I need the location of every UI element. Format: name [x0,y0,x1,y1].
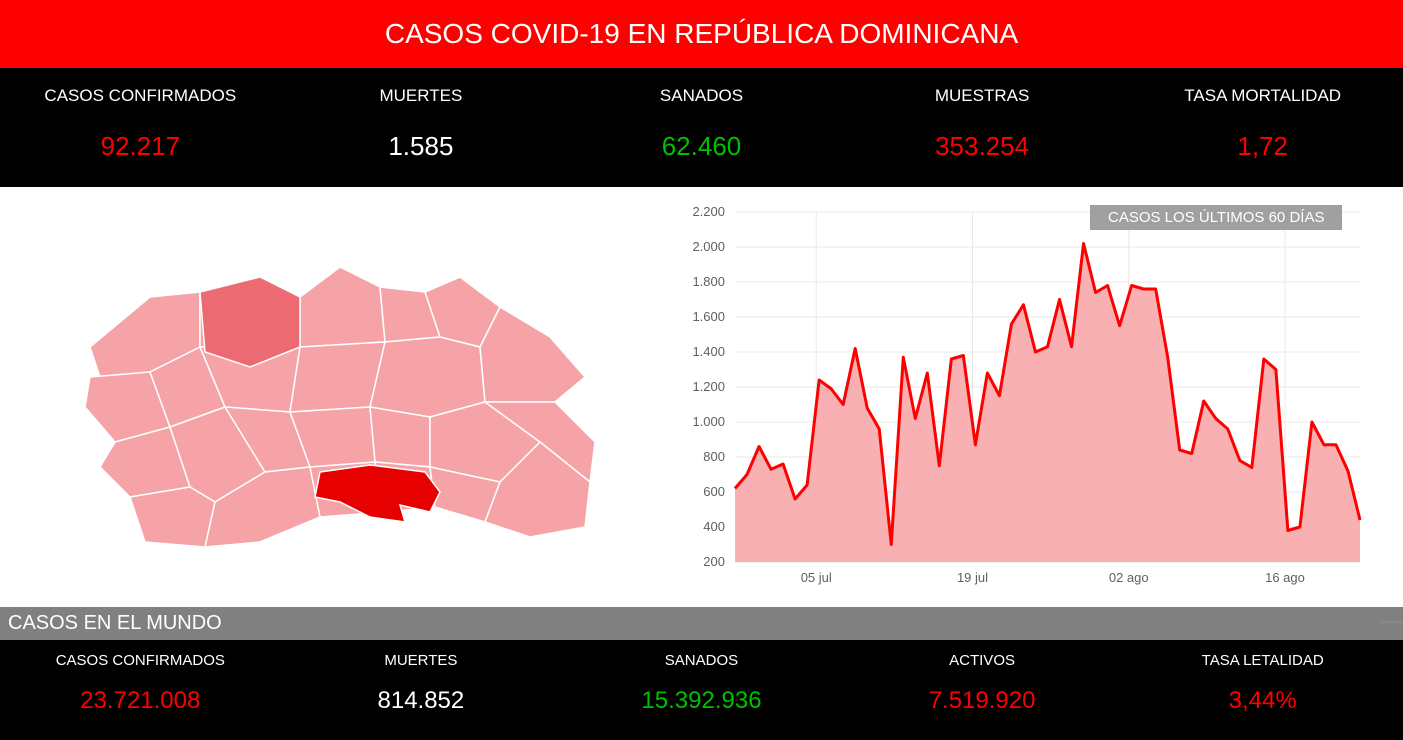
svg-text:1.000: 1.000 [692,414,725,429]
world-section-header: CASOS EN EL MUNDO [0,607,1403,640]
stat-label: SANADOS [561,652,842,669]
stat-box: CASOS CONFIRMADOS 92.217 [0,86,281,162]
stat-value: 1.585 [281,131,562,162]
stat-value: 1,72 [1122,131,1403,162]
stat-label: ACTIVOS [842,652,1123,669]
stat-label: TASA MORTALIDAD [1122,86,1403,106]
stat-label: MUERTES [281,652,562,669]
stat-box: CASOS CONFIRMADOS 23.721.008 [0,652,281,715]
stat-box: MUERTES 814.852 [281,652,562,715]
svg-text:400: 400 [703,519,725,534]
dominicana-stats-row: CASOS CONFIRMADOS 92.217MUERTES 1.585SAN… [0,68,1403,187]
stat-value: 7.519.920 [842,687,1123,715]
stat-value: 15.392.936 [561,687,842,715]
svg-text:1.400: 1.400 [692,344,725,359]
svg-text:800: 800 [703,449,725,464]
stat-box: ACTIVOS 7.519.920 [842,652,1123,715]
stat-label: MUESTRAS [842,86,1123,106]
stat-value: 814.852 [281,687,562,715]
stat-value: 23.721.008 [0,687,281,715]
stat-label: CASOS CONFIRMADOS [0,86,281,106]
stat-value: 92.217 [0,131,281,162]
stat-label: TASA LETALIDAD [1122,652,1403,669]
middle-section: CASOS LOS ÚLTIMOS 60 DÍAS 2.200 2.000 1.80… [0,187,1403,607]
stat-value: 353.254 [842,131,1123,162]
stat-box: SANADOS 62.460 [561,86,842,162]
stat-label: SANADOS [561,86,842,106]
stat-label: MUERTES [281,86,562,106]
svg-text:2.000: 2.000 [692,239,725,254]
svg-text:2.200: 2.200 [692,204,725,219]
svg-text:200: 200 [703,554,725,569]
stat-box: MUESTRAS 353.254 [842,86,1123,162]
cases-chart[interactable]: 2.200 2.000 1.800 1.600 1.400 1.200 1.000 800 60… [660,197,1370,597]
chart-panel: CASOS LOS ÚLTIMOS 60 DÍAS 2.200 2.000 1.80… [660,187,1403,607]
svg-text:1.600: 1.600 [692,309,725,324]
svg-text:1.800: 1.800 [692,274,725,289]
map-panel [0,187,660,607]
svg-text:02 ago: 02 ago [1109,570,1149,585]
svg-text:16 ago: 16 ago [1265,570,1305,585]
stat-box: SANADOS 15.392.936 [561,652,842,715]
stat-value: 3,44% [1122,687,1403,715]
svg-text:05 jul: 05 jul [801,570,832,585]
chart-title: CASOS LOS ÚLTIMOS 60 DÍAS [1090,205,1342,230]
svg-text:600: 600 [703,484,725,499]
stat-box: MUERTES 1.585 [281,86,562,162]
stat-value: 62.460 [561,131,842,162]
world-stats-row: CASOS CONFIRMADOS 23.721.008MUERTES 814.… [0,640,1403,735]
collapse-icon[interactable]: — [1379,608,1403,636]
svg-text:1.200: 1.200 [692,379,725,394]
svg-text:19 jul: 19 jul [957,570,988,585]
stat-label: CASOS CONFIRMADOS [0,652,281,669]
stat-box: TASA MORTALIDAD 1,72 [1122,86,1403,162]
page-title: CASOS COVID-19 EN REPÚBLICA DOMINICANA [0,0,1403,68]
dominicana-map[interactable] [30,207,630,587]
stat-box: TASA LETALIDAD 3,44% [1122,652,1403,715]
